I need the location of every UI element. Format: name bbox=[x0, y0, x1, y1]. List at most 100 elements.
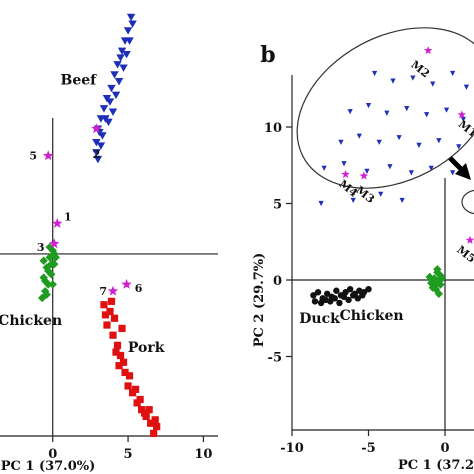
data-point bbox=[112, 348, 120, 356]
data-point bbox=[107, 297, 116, 305]
y-axis-label: PC 2 (29.7%) bbox=[252, 253, 267, 348]
data-point bbox=[50, 249, 59, 259]
data-point bbox=[39, 256, 48, 265]
data-point bbox=[98, 132, 107, 140]
data-point bbox=[141, 409, 149, 417]
x-tick-label: 0 bbox=[48, 447, 57, 462]
sample-label: M5 bbox=[454, 243, 474, 265]
data-point bbox=[333, 287, 340, 294]
data-point bbox=[41, 286, 50, 296]
data-point bbox=[119, 358, 128, 366]
data-point bbox=[150, 429, 158, 437]
data-point bbox=[104, 118, 113, 127]
series-beef bbox=[92, 13, 137, 164]
data-point bbox=[311, 298, 319, 305]
data-point bbox=[350, 197, 356, 204]
data-point bbox=[118, 324, 126, 333]
y-tick-label: 5 bbox=[273, 198, 282, 213]
data-point bbox=[96, 142, 106, 150]
y-tick-label: -5 bbox=[268, 351, 282, 366]
data-point bbox=[119, 64, 128, 72]
data-point bbox=[48, 280, 57, 289]
y-tick-label: 10 bbox=[264, 121, 282, 136]
data-point bbox=[431, 277, 441, 286]
data-point bbox=[136, 395, 144, 404]
data-point bbox=[109, 331, 117, 339]
cluster-ellipse-small bbox=[461, 189, 474, 215]
data-point bbox=[424, 112, 430, 118]
data-point bbox=[378, 191, 384, 197]
arrow-head bbox=[455, 163, 471, 180]
data-point bbox=[437, 274, 447, 283]
data-point bbox=[100, 301, 108, 309]
group-label-pork: Pork bbox=[128, 340, 165, 356]
data-point bbox=[341, 161, 347, 167]
x-tick-label: -5 bbox=[361, 441, 375, 456]
data-point bbox=[115, 362, 123, 370]
data-point bbox=[365, 102, 372, 109]
x-tick-label: 10 bbox=[194, 447, 212, 462]
sample-label: 2 bbox=[93, 148, 101, 161]
data-point bbox=[345, 296, 352, 304]
data-point bbox=[433, 265, 442, 274]
data-point bbox=[124, 382, 132, 390]
data-point bbox=[456, 144, 462, 150]
data-point bbox=[443, 107, 450, 113]
series-chicken bbox=[425, 265, 447, 298]
data-point bbox=[103, 321, 111, 329]
data-point bbox=[126, 13, 136, 22]
data-point bbox=[450, 70, 456, 77]
data-point bbox=[323, 290, 331, 297]
data-point bbox=[153, 423, 161, 431]
data-point bbox=[463, 84, 470, 90]
y-tick-label: 0 bbox=[273, 274, 282, 289]
data-point bbox=[416, 142, 422, 148]
series-chicken bbox=[37, 242, 60, 303]
data-point bbox=[92, 149, 101, 157]
sample-label: M1 bbox=[456, 118, 474, 140]
data-point bbox=[106, 307, 114, 316]
data-point bbox=[327, 298, 334, 305]
group-label-duck: Duck bbox=[299, 311, 340, 327]
data-point bbox=[39, 273, 48, 282]
data-point bbox=[123, 27, 133, 35]
data-point bbox=[372, 70, 378, 77]
data-point bbox=[347, 109, 353, 115]
data-point bbox=[354, 295, 361, 302]
panel-b-pca-plot: b -5 0 5 10 -10 -5 0 PC 1 (37.2 PC 2 (29.7%) Duck C… bbox=[252, 27, 474, 473]
data-point bbox=[331, 295, 339, 302]
data-point bbox=[399, 197, 405, 204]
data-point bbox=[99, 105, 109, 113]
data-point bbox=[428, 165, 434, 171]
sample-star-marker bbox=[121, 278, 132, 289]
data-point bbox=[404, 106, 410, 112]
panel-a-pca-plot: 0 5 10 PC 1 (37.0%) Beef Chicken Pork 5 2 1 3 7 6 bbox=[0, 13, 218, 474]
data-point bbox=[116, 54, 125, 62]
x-axis-label: PC 1 (37.0%) bbox=[1, 459, 96, 474]
data-point bbox=[101, 311, 110, 319]
group-label-chicken: Chicken bbox=[0, 313, 62, 329]
group-label-chicken: Chicken bbox=[340, 308, 404, 324]
data-point bbox=[107, 84, 116, 93]
data-point bbox=[122, 50, 131, 59]
data-point bbox=[314, 289, 322, 296]
data-point bbox=[128, 20, 137, 28]
data-point bbox=[151, 416, 159, 424]
cluster-ellipse bbox=[296, 27, 474, 189]
data-point bbox=[45, 242, 54, 252]
sample-star-marker bbox=[423, 46, 433, 55]
data-point bbox=[396, 135, 402, 141]
series-pork bbox=[100, 297, 161, 437]
sample-label: 1 bbox=[64, 211, 72, 224]
data-point bbox=[338, 139, 344, 145]
data-point bbox=[116, 351, 125, 360]
x-tick-label: 5 bbox=[124, 447, 133, 462]
data-point bbox=[145, 406, 153, 414]
data-point bbox=[408, 170, 414, 176]
data-point bbox=[92, 139, 101, 147]
data-point bbox=[450, 170, 456, 176]
data-point bbox=[93, 155, 103, 164]
sample-label: 6 bbox=[135, 282, 143, 295]
x-axis-label: PC 1 (37.2 bbox=[398, 458, 474, 473]
